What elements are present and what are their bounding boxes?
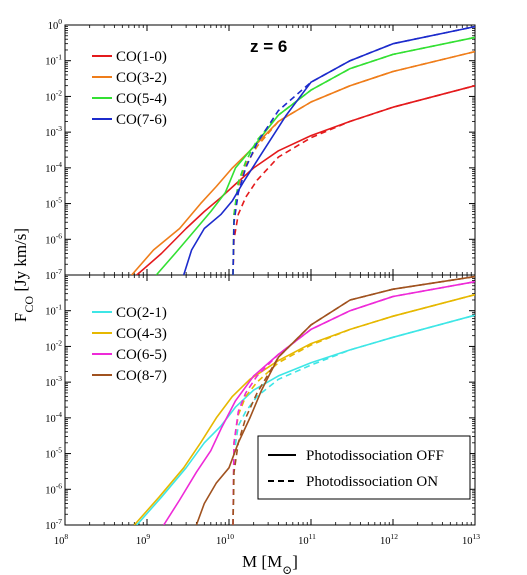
series-co-2-1-off [136,314,475,525]
y-tick-label: 10-2 [45,338,62,353]
y-tick-label: 10-6 [45,481,62,496]
y-tick-label: 10-5 [45,446,62,461]
legend-label-co-5-4: CO(5-4) [116,91,167,107]
y-tick-label: 10-7 [45,517,62,532]
series-co-6-5-off [163,280,475,525]
y-tick-label: 10-3 [45,124,62,139]
y-axis-label: FCO [Jy km/s] [11,228,36,322]
series-co-1-0-off [136,84,475,275]
x-tick-label: 109 [136,532,151,547]
top-legend: CO(1-0) CO(3-2) CO(5-4) CO(7-6) [92,49,167,128]
x-tick-label: 1011 [298,532,316,547]
series-co-7-6-on [232,25,475,275]
axis-ticks [64,24,476,526]
y-tick-label: 10-4 [45,410,62,425]
legend-label-co-6-5: CO(6-5) [116,347,167,363]
x-tick-label: 108 [54,532,69,547]
y-tick-label: 10-1 [45,53,62,68]
photodissociation-off-label: Photodissociation OFF [306,448,444,464]
series-co-2-1-on [232,314,475,525]
top-panel-series [131,25,475,275]
y-tick-label: 10-7 [45,267,62,282]
series-co-4-3-on [232,293,475,525]
legend-label-co-3-2: CO(3-2) [116,70,167,86]
x-tick-label: 1010 [216,532,234,547]
series-co-1-0-on [232,84,475,275]
linestyle-legend-box [257,435,471,500]
y-tick-label: 10-3 [45,374,62,389]
x-tick-label: 1012 [380,532,398,547]
x-tick-label: 1013 [462,532,480,547]
photodissociation-on-label: Photodissociation ON [306,474,438,490]
y-tick-label: 10-2 [45,88,62,103]
x-axis-label: M [M⊙] [242,552,298,575]
y-tick-label: 10-6 [45,231,62,246]
legend-label-co-7-6: CO(7-6) [116,112,167,128]
series-co-7-6-off [182,25,475,275]
legend-label-co-1-0: CO(1-0) [116,49,167,65]
series-co-8-7-off [195,275,475,525]
series-co-8-7-on [232,275,475,525]
y-tick-label: 10-4 [45,160,62,175]
legend-label-co-4-3: CO(4-3) [116,326,167,342]
legend-label-co-8-7: CO(8-7) [116,368,167,384]
y-tick-label: 10-5 [45,196,62,211]
series-co-3-2-off [131,50,475,275]
linestyle-legend: Photodissociation OFF Photodissociation … [257,435,471,500]
y-tick-label: 100 [48,17,63,32]
series-co-5-4-off [155,36,475,275]
bottom-panel-frame [64,274,476,526]
series-co-6-5-on [232,280,475,525]
y-tick-label: 10-1 [45,303,62,318]
redshift-annotation: z = 6 [250,37,287,56]
series-co-3-2-on [232,50,475,275]
legend-label-co-2-1: CO(2-1) [116,305,167,321]
bottom-legend: CO(2-1) CO(4-3) CO(6-5) CO(8-7) [92,305,167,384]
bottom-panel-series [133,275,475,525]
